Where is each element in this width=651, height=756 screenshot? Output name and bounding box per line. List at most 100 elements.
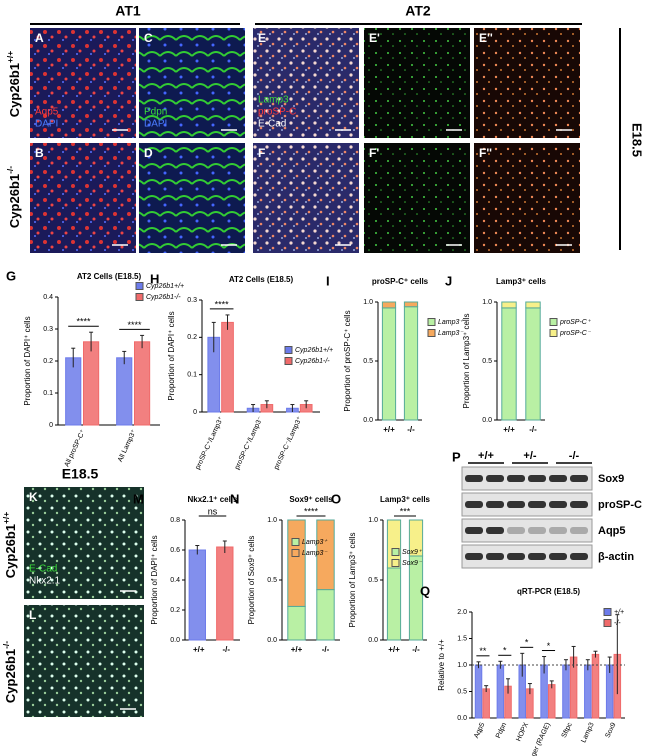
y-tick-label: 1.0 [482, 299, 492, 306]
bar [474, 664, 483, 719]
legend-label: -/- [614, 620, 621, 627]
x-tick-label: -/- [322, 645, 330, 654]
panel-letter: E [258, 31, 266, 45]
x-tick-label: -/- [407, 425, 415, 434]
bar-segment [287, 519, 306, 607]
y-tick-label: 0.2 [170, 607, 180, 614]
bar [496, 664, 505, 719]
x-tick-label: -/- [222, 645, 230, 654]
genotype-base: Cyp26b1 [7, 63, 22, 117]
legend-swatch [135, 282, 144, 290]
stain-label: proSP-C [258, 107, 296, 118]
bar-segment [403, 306, 419, 421]
legend-label: Cyp26b1+/+ [146, 283, 184, 290]
bar-segment [381, 301, 397, 309]
y-tick-label: 1.0 [267, 517, 277, 524]
bar-segment [316, 519, 335, 591]
y-axis-label: Proportion of Lamp3⁺ cells [348, 533, 357, 628]
significance: **** [215, 299, 230, 309]
panel-letter: J [445, 273, 452, 288]
y-tick-label: 0.1 [43, 390, 53, 397]
micrograph [24, 487, 144, 599]
stage-label: E18.5 [630, 123, 645, 157]
bar [83, 341, 100, 426]
chart-title: Sox9⁺ cells [289, 495, 333, 504]
legend-swatch [291, 538, 300, 546]
significance: ns [208, 506, 218, 516]
legend-label: Cyp26b1-/- [295, 358, 330, 365]
panel-letter: E' [369, 31, 380, 45]
band-label: proSP-C [598, 499, 642, 511]
y-axis-label: Proportion of Sox9⁺ cells [247, 536, 256, 625]
y-tick-label: 0.0 [368, 637, 378, 644]
stain-label: DAPI [35, 119, 58, 130]
blot-strip [461, 466, 593, 491]
bar [188, 549, 206, 641]
panel-letter: F' [369, 146, 379, 160]
y-tick-label: 0.4 [170, 577, 180, 584]
panel-letter: E'' [479, 31, 493, 45]
y-axis-label: Proportion of proSP-C⁺ cells [343, 310, 352, 411]
blot-band [486, 475, 504, 482]
y-tick-label: 1.0 [363, 299, 373, 306]
y-tick-label: 0.0 [267, 637, 277, 644]
significance: * [503, 646, 507, 656]
blot-band [570, 527, 588, 534]
panel-letter: A [35, 31, 44, 45]
blot-band [486, 553, 504, 560]
legend-label: Lamp3⁻ [438, 330, 464, 337]
blot-band [549, 553, 567, 560]
significance: *** [400, 506, 411, 516]
legend-label: Sox9⁺ [402, 549, 423, 556]
band-label: β-actin [598, 551, 634, 563]
stage-label: E18.5 [62, 466, 99, 482]
y-axis-label: Relative to +/+ [437, 639, 446, 691]
y-tick-label: 0.0 [457, 715, 467, 722]
blot-band [465, 527, 483, 534]
legend-swatch [549, 318, 558, 326]
chart-title: proSP-C⁺ cells [372, 277, 429, 286]
bar [548, 684, 556, 719]
y-tick-label: 0.6 [170, 547, 180, 554]
bar [65, 357, 82, 426]
y-tick-label: 0.4 [43, 294, 53, 301]
blot-band [570, 475, 588, 482]
blot-band [486, 501, 504, 508]
panel-letter: B [35, 146, 44, 160]
blot-band [528, 475, 546, 482]
legend-label: Lamp3⁻ [302, 550, 328, 557]
legend-swatch [284, 346, 293, 354]
y-axis-label: Proportion of DAPI⁺ cells [23, 316, 32, 405]
stain-label: Lamp3 [258, 95, 289, 106]
legend-swatch [549, 329, 558, 337]
bar-segment [408, 519, 424, 557]
genotype-label: Cyp26b1+/+ [5, 51, 22, 117]
band-label: Sox9 [598, 473, 624, 485]
y-tick-label: 0.0 [363, 417, 373, 424]
stain-label: E-Cad [258, 119, 286, 130]
genotype-label: Cyp26b1-/- [5, 166, 22, 228]
stain-label: Nkx2.1 [29, 576, 61, 587]
panel-letter: F'' [479, 146, 492, 160]
bar-segment [501, 307, 517, 421]
y-axis-label: Proportion of DAPI⁺ cells [167, 311, 176, 400]
legend-label: +/+ [614, 609, 624, 616]
chart-title: AT2 Cells (E18.5) [229, 275, 294, 284]
x-tick-label: proSP-C⁺/Lamp3⁺ [194, 415, 225, 470]
significance: * [547, 641, 551, 651]
micrograph [139, 143, 245, 253]
y-tick-label: 0.1 [187, 372, 197, 379]
panel-letter: L [29, 608, 36, 622]
bar [482, 688, 490, 719]
legend-label: proSP-C⁻ [559, 330, 592, 337]
lane-label: +/+ [478, 450, 494, 462]
band-label: Aqp5 [598, 525, 626, 537]
y-tick-label: 1.0 [368, 517, 378, 524]
x-tick-label: +/+ [388, 645, 400, 654]
legend-label: Lamp3⁺ [302, 539, 328, 546]
y-tick-label: 0.3 [187, 297, 197, 304]
x-tick-label: proSP-C⁻/Lamp3⁺ [273, 415, 304, 470]
y-tick-label: 0.5 [457, 688, 467, 695]
legend-label: Sox9⁻ [402, 560, 423, 567]
x-tick-label: HOPX [515, 721, 530, 742]
